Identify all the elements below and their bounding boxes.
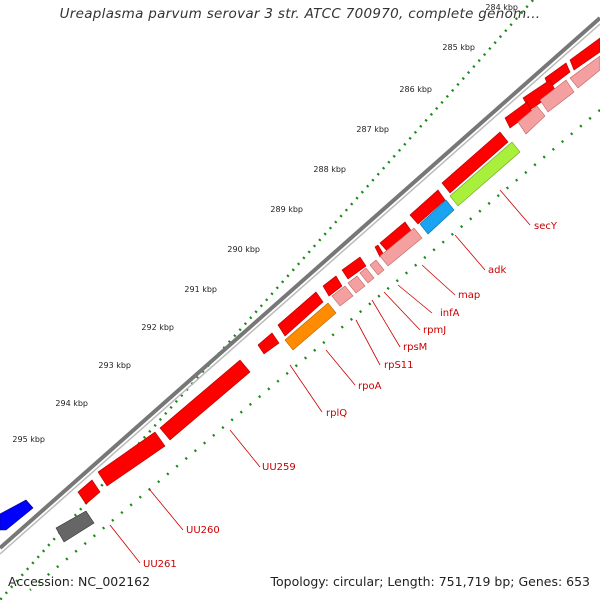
kbp-tick-label: 284 kbp (485, 3, 518, 12)
gene-arrow[interactable] (441, 131, 509, 194)
kbp-tick-label: 294 kbp (55, 399, 88, 408)
inner-tick-ring (29, 109, 600, 591)
gene-arrow[interactable] (341, 256, 367, 280)
gene-label-rplQ[interactable]: rplQ (326, 408, 347, 419)
kbp-tick-label: 289 kbp (270, 205, 303, 214)
gene-block-adk[interactable] (419, 199, 455, 235)
inner-strand-genes (55, 55, 600, 543)
kbp-tick-label: 291 kbp (184, 285, 217, 294)
gene-block-rpS11[interactable] (331, 285, 354, 307)
gene-arrow[interactable] (97, 431, 166, 487)
kbp-tick-label: 295 kbp (12, 435, 45, 444)
kbp-tick-label: 292 kbp (141, 323, 174, 332)
gene-label-adk[interactable]: adk (488, 265, 506, 276)
gene-label-UU261[interactable]: UU261 (143, 559, 177, 570)
accession-text: Accession: NC_002162 (8, 574, 151, 589)
gene-arrow[interactable] (257, 332, 280, 355)
gene-arrow[interactable] (277, 291, 324, 337)
gene-label-UU260[interactable]: UU260 (186, 525, 220, 536)
gene-block[interactable] (539, 79, 575, 113)
kbp-tick-label: 285 kbp (442, 43, 475, 52)
kbp-tick-label: 290 kbp (227, 245, 260, 254)
gene-label-secY[interactable]: secY (534, 221, 558, 232)
kbp-tick-label: 288 kbp (313, 165, 346, 174)
gene-arrow[interactable] (569, 37, 600, 71)
map-title: Ureaplasma parvum serovar 3 str. ATCC 70… (59, 6, 541, 22)
gene-block[interactable] (517, 105, 546, 135)
gene-block-infA[interactable] (369, 259, 385, 276)
gene-label-UU259[interactable]: UU259 (262, 462, 296, 473)
gene-arrow[interactable] (77, 479, 101, 505)
gene-block-rpoA[interactable] (284, 302, 337, 351)
gene-block-rpsM[interactable] (347, 275, 366, 294)
gene-label-rpsM[interactable]: rpsM (403, 342, 427, 353)
gene-block[interactable] (569, 55, 600, 89)
kbp-tick-label: 293 kbp (98, 361, 131, 370)
gene-block-secY[interactable] (449, 141, 521, 207)
gene-arrow[interactable] (159, 359, 251, 441)
gene-label-rpS11[interactable]: rpS11 (384, 360, 414, 371)
gene-block-map[interactable] (379, 227, 423, 267)
kbp-tick-label: 287 kbp (356, 125, 389, 134)
kbp-ruler (0, 0, 534, 600)
genome-summary: Topology: circular; Length: 751,719 bp; … (270, 574, 591, 589)
genome-backbone-inner (0, 23, 600, 555)
gene-label-infA[interactable]: infA (440, 308, 460, 319)
gene-arrow[interactable] (409, 189, 446, 225)
gene-label-rpmJ[interactable]: rpmJ (423, 325, 446, 336)
genome-backbone (0, 16, 600, 550)
outer-strand-genes (77, 37, 600, 505)
gene-block-rpmJ[interactable] (359, 267, 375, 284)
gene-arrow[interactable] (322, 275, 343, 297)
gene-block-UU261[interactable] (55, 510, 95, 543)
kbp-tick-label: 286 kbp (399, 85, 432, 94)
gene-arrow-blue[interactable] (0, 499, 34, 531)
gene-label-rpoA[interactable]: rpoA (358, 381, 382, 392)
gene-label-map[interactable]: map (458, 290, 480, 301)
leader-lines (109, 189, 531, 564)
